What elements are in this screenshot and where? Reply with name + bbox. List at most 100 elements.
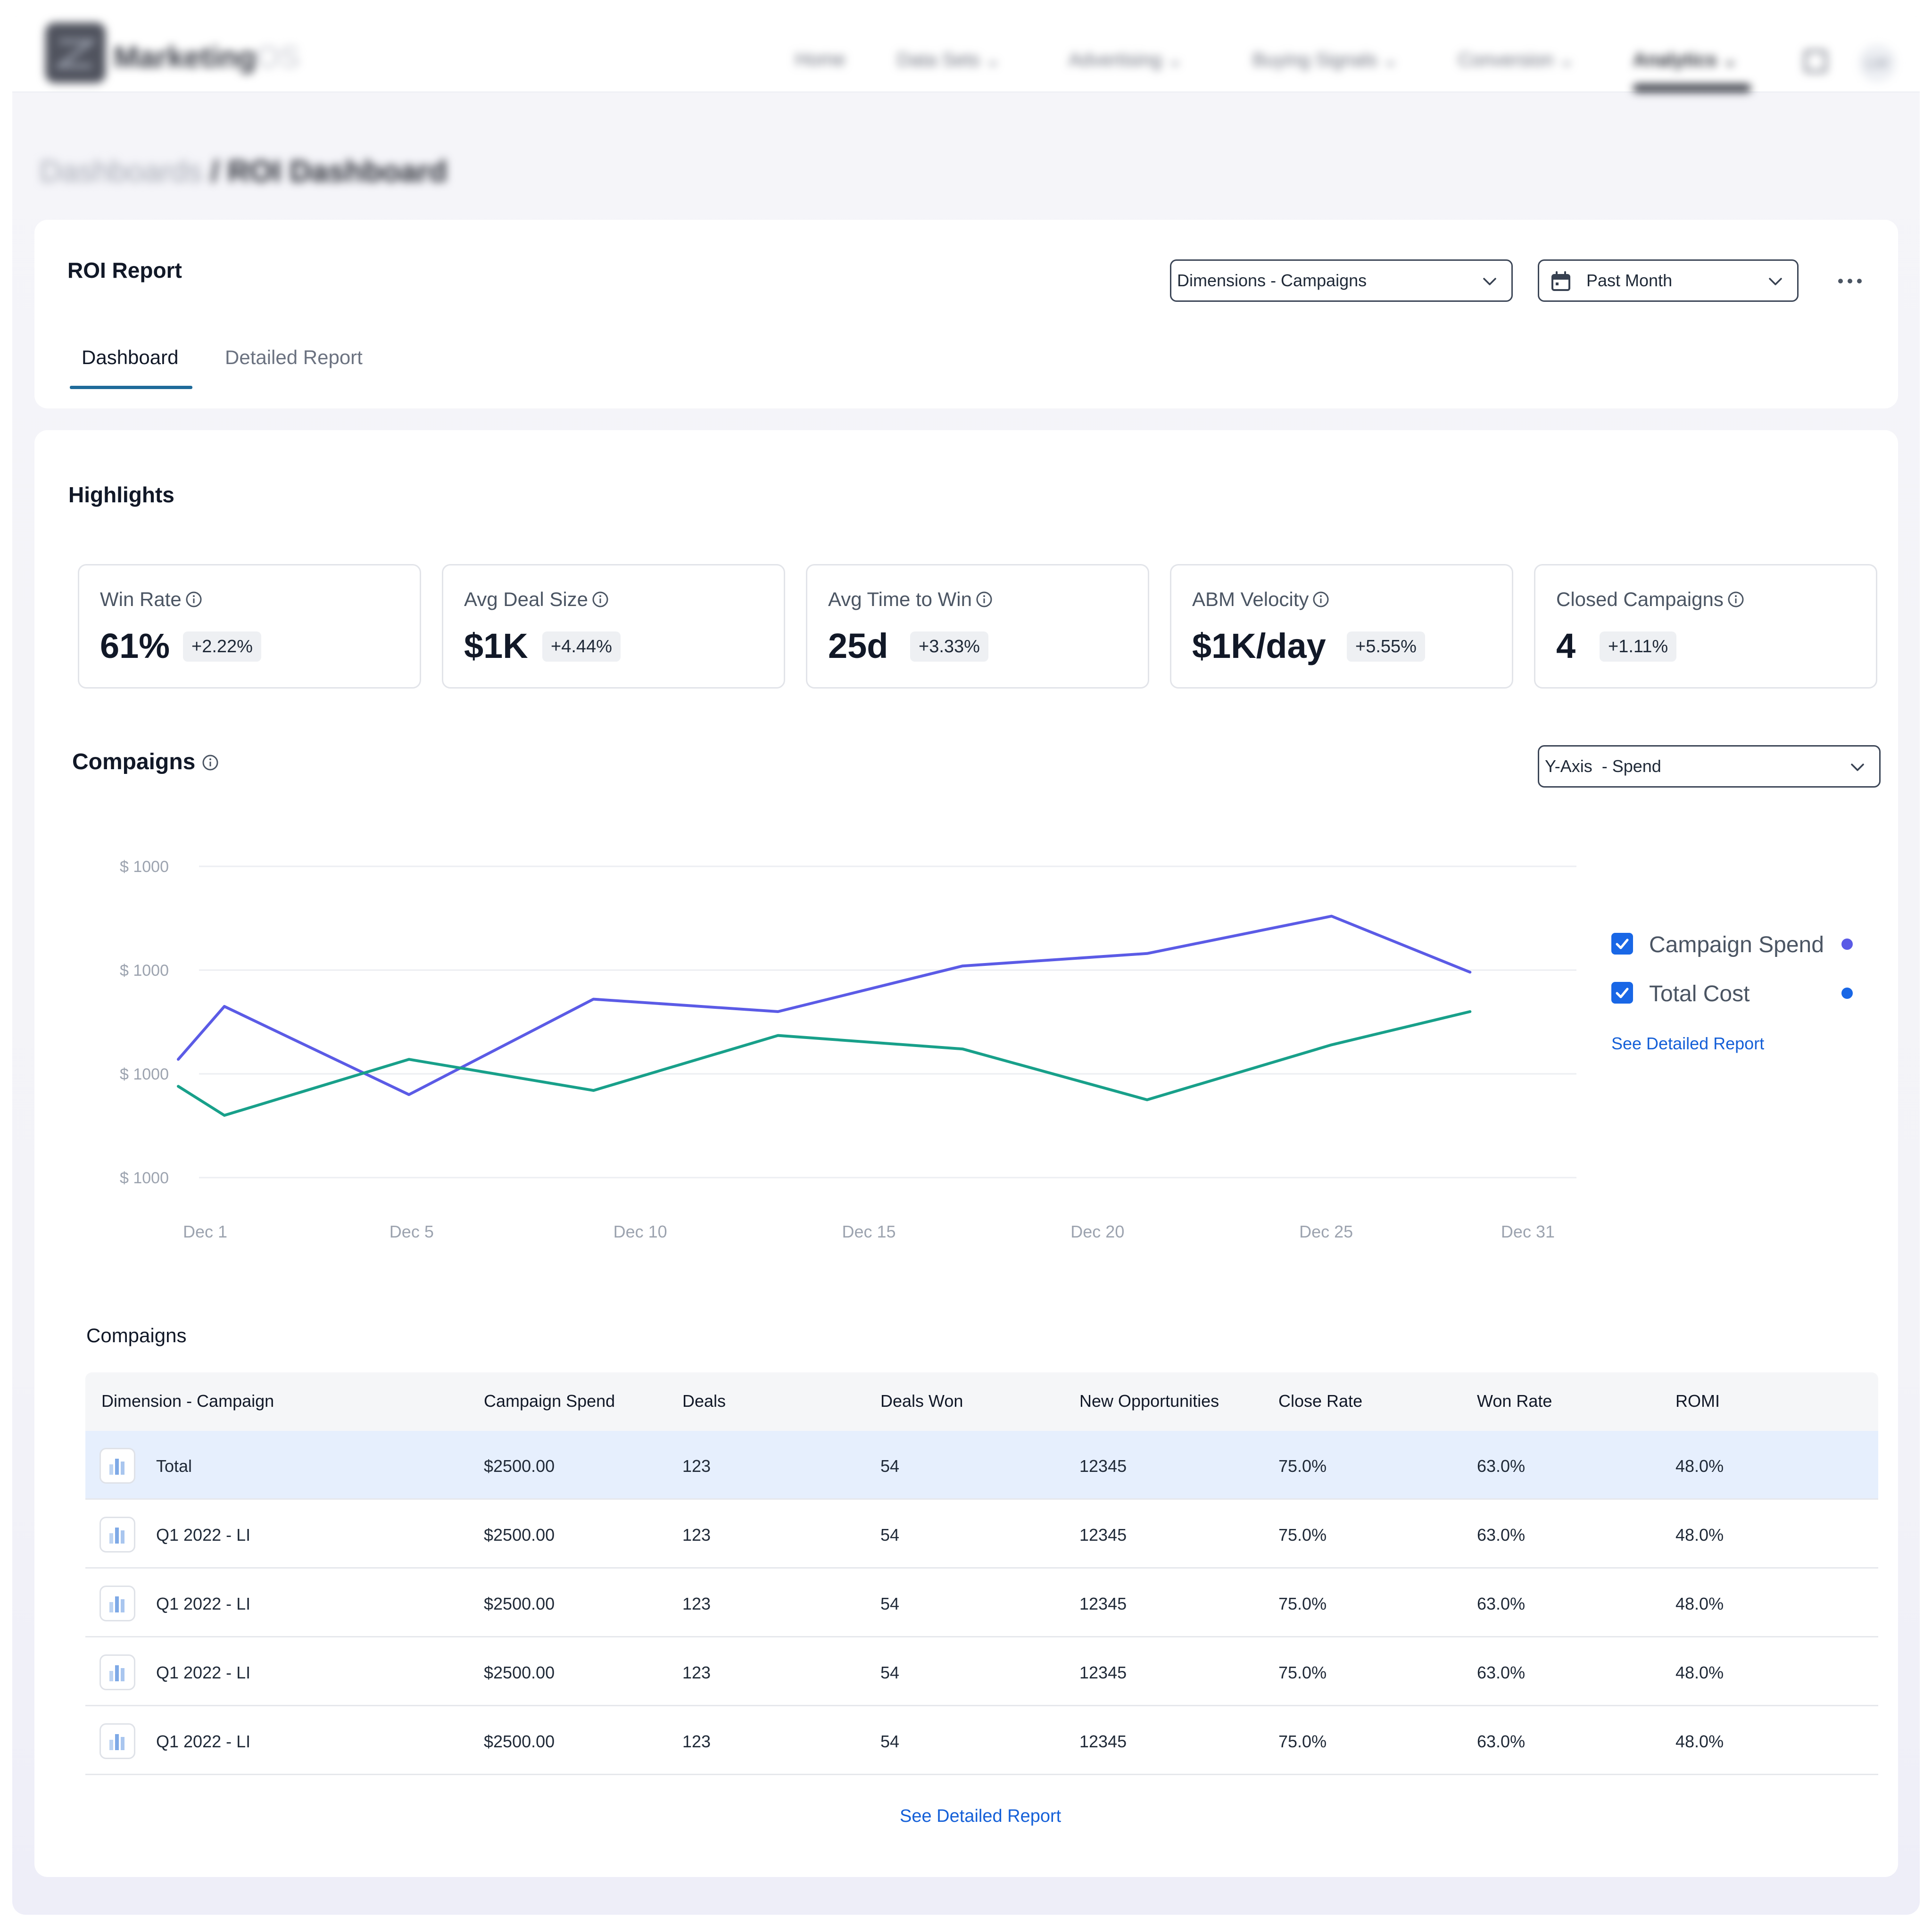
table-row[interactable]: Q1 2022 - LI $2500.00 123 54 12345 75.0% 63.0%… xyxy=(85,1500,1878,1569)
x-tick-label: Dec 10 xyxy=(614,1222,667,1241)
report-header-card: ROI Report Dimensions - Campaigns Past M… xyxy=(34,220,1898,408)
table-cell: $2500.00 xyxy=(484,1525,555,1545)
date-range-select[interactable]: Past Month xyxy=(1538,259,1799,302)
chevron-down-icon xyxy=(1851,764,1864,771)
table-cell: 63.0% xyxy=(1477,1732,1526,1751)
series-line-campaign-spend xyxy=(177,914,1472,1096)
table-cell: 48.0% xyxy=(1675,1732,1724,1751)
table-cell: $2500.00 xyxy=(484,1456,555,1476)
table-cell: 75.0% xyxy=(1278,1663,1327,1682)
table-cell: 48.0% xyxy=(1675,1663,1724,1682)
y-tick-label: $ 1000 xyxy=(120,962,169,980)
campaign-chart-icon xyxy=(100,1517,135,1553)
app-frame: MarketingOS Home Data Sets ⌄ Advertising… xyxy=(12,12,1920,1915)
see-detailed-report-link[interactable]: See Detailed Report xyxy=(900,1806,1061,1826)
info-icon[interactable] xyxy=(185,591,202,608)
logo-text[interactable]: MarketingOS xyxy=(114,40,300,74)
avatar[interactable]: LW xyxy=(1858,44,1896,82)
kpi-win-rate: Win Rate 61% +2.22% xyxy=(78,564,421,689)
campaign-chart-icon xyxy=(100,1448,135,1484)
table-row[interactable]: Q1 2022 - LI $2500.00 123 54 12345 75.0% 63.0%… xyxy=(85,1637,1878,1706)
nav-item-home[interactable]: Home xyxy=(795,49,846,70)
x-tick-label: Dec 20 xyxy=(1070,1222,1124,1241)
active-tab-underline xyxy=(70,386,192,389)
kpi-value: 4 xyxy=(1556,626,1576,665)
nav-item-buying-signals[interactable]: Buying Signals ⌄ xyxy=(1252,50,1399,70)
kpi-label: Win Rate xyxy=(100,588,202,611)
checkbox-checked-icon[interactable] xyxy=(1611,933,1633,955)
info-icon[interactable] xyxy=(1312,591,1329,608)
dimension-select-value: Dimensions - Campaigns xyxy=(1177,271,1367,290)
nav-item-conversion[interactable]: Conversion ⌄ xyxy=(1458,50,1575,70)
kpi-avg-deal-size: Avg Deal Size $1K +4.44% xyxy=(442,564,785,689)
legend-dot-icon xyxy=(1841,988,1853,999)
report-title: ROI Report xyxy=(67,258,182,282)
y-tick-label: $ 1000 xyxy=(120,1065,169,1083)
table-cell: 75.0% xyxy=(1278,1525,1327,1545)
column-header[interactable]: Deals Won xyxy=(880,1391,963,1411)
column-header[interactable]: Won Rate xyxy=(1477,1391,1552,1411)
column-header[interactable]: Campaign Spend xyxy=(484,1391,615,1411)
table-cell: 48.0% xyxy=(1675,1525,1724,1545)
chevron-down-icon xyxy=(1769,278,1782,285)
breadcrumb-parent[interactable]: Dashboards xyxy=(40,154,203,188)
campaign-chart-icon xyxy=(100,1723,135,1759)
column-header[interactable]: Dimension - Campaign xyxy=(101,1391,274,1411)
info-icon[interactable] xyxy=(202,754,219,771)
nav-item-analytics[interactable]: Analytics ⌄ xyxy=(1633,50,1738,70)
nav-item-data-sets[interactable]: Data Sets ⌄ xyxy=(897,50,1001,70)
table-cell: 48.0% xyxy=(1675,1456,1724,1476)
table-cell: 54 xyxy=(880,1732,900,1751)
tab-detailed-report[interactable]: Detailed Report xyxy=(225,346,363,368)
column-header[interactable]: Close Rate xyxy=(1278,1391,1363,1411)
column-header[interactable]: Deals xyxy=(682,1391,726,1411)
column-header[interactable]: ROMI xyxy=(1675,1391,1720,1411)
table-cell: 123 xyxy=(682,1525,711,1545)
column-header[interactable]: New Opportunities xyxy=(1079,1391,1219,1411)
campaign-chart-icon xyxy=(100,1586,135,1621)
checkbox-checked-icon[interactable] xyxy=(1611,982,1633,1004)
info-icon[interactable] xyxy=(592,591,609,608)
table-row[interactable]: Q1 2022 - LI $2500.00 123 54 12345 75.0% 63.0%… xyxy=(85,1569,1878,1637)
breadcrumb-separator: / xyxy=(202,154,228,188)
y-tick-label: $ 1000 xyxy=(120,858,169,876)
line-chart: $ 1000 $ 1000 $ 1000 $ 1000 Dec 1 Dec 5 Dec 10… xyxy=(120,858,1576,1241)
apps-grid-icon[interactable] xyxy=(1804,50,1827,73)
tab-dashboard[interactable]: Dashboard xyxy=(82,346,179,368)
table-cell: 12345 xyxy=(1079,1663,1127,1682)
kpi-label: ABM Velocity xyxy=(1192,588,1329,611)
x-tick-label: Dec 31 xyxy=(1501,1222,1555,1241)
legend-dot-icon xyxy=(1841,939,1853,950)
calendar-icon xyxy=(1551,271,1570,291)
table-cell: $2500.00 xyxy=(484,1732,555,1751)
info-icon[interactable] xyxy=(1727,591,1744,608)
legend-label: Campaign Spend xyxy=(1649,932,1824,957)
table-row-total[interactable]: Total $2500.00 123 54 12345 75.0% 63.0% 48.0% xyxy=(85,1431,1878,1500)
x-tick-label: Dec 5 xyxy=(390,1222,434,1241)
campaign-chart-icon xyxy=(100,1654,135,1690)
logo-icon[interactable] xyxy=(45,23,106,83)
table-cell: 123 xyxy=(682,1663,711,1682)
table-cell: 48.0% xyxy=(1675,1594,1724,1613)
highlights-title: Highlights xyxy=(68,482,174,507)
info-icon[interactable] xyxy=(976,591,993,608)
table-cell: 75.0% xyxy=(1278,1594,1327,1613)
table-title: Compaigns xyxy=(86,1324,187,1346)
table-cell: $2500.00 xyxy=(484,1594,555,1613)
table-row[interactable]: Q1 2022 - LI $2500.00 123 54 12345 75.0% 63.0%… xyxy=(85,1706,1878,1775)
y-axis-select[interactable]: Y-Axis - Spend xyxy=(1538,745,1881,788)
see-detailed-report-link[interactable]: See Detailed Report xyxy=(1611,1034,1765,1053)
dimension-select[interactable]: Dimensions - Campaigns xyxy=(1170,259,1513,302)
table-header: Dimension - Campaign Campaign Spend Deal… xyxy=(85,1372,1878,1431)
more-options-icon[interactable] xyxy=(1836,272,1864,291)
table-cell: 63.0% xyxy=(1477,1594,1526,1613)
legend-label: Total Cost xyxy=(1649,981,1750,1006)
table-cell: Q1 2022 - LI xyxy=(156,1663,251,1682)
x-tick-label: Dec 15 xyxy=(842,1222,896,1241)
table-cell: 54 xyxy=(880,1525,900,1545)
table-cell: 123 xyxy=(682,1594,711,1613)
table-cell: 123 xyxy=(682,1732,711,1751)
nav-item-advertising[interactable]: Advertising ⌄ xyxy=(1069,50,1183,70)
kpi-label: Avg Time to Win xyxy=(828,588,993,611)
series-line-total-cost xyxy=(177,1010,1472,1117)
